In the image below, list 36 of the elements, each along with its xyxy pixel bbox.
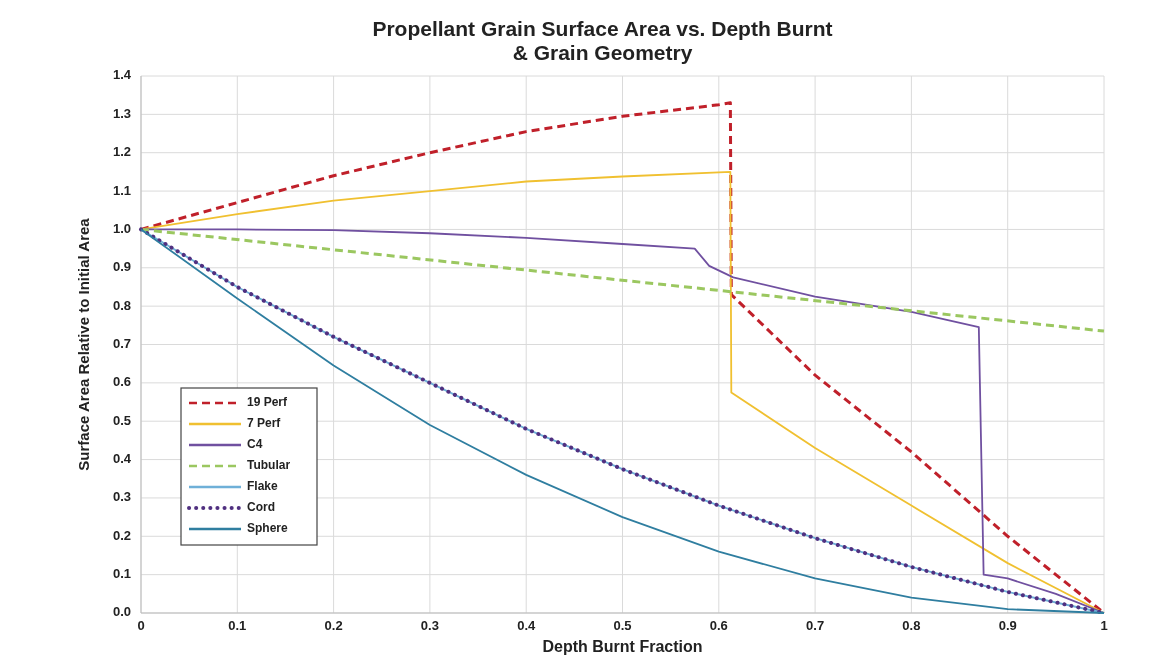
chart-title: Propellant Grain Surface Area vs. Depth Burnt & Grain Geometry [372, 16, 833, 64]
x-tick-label: 0.2 [324, 618, 343, 633]
y-tick-label: 0.8 [112, 297, 131, 313]
x-axis-title: Depth Burnt Fraction [542, 638, 703, 655]
y-tick-label: 1.1 [112, 182, 131, 198]
legend-label: 7 Perf [247, 416, 282, 431]
y-tick-label: 1.0 [112, 220, 131, 236]
y-tick-label: 1.2 [112, 144, 131, 160]
y-tick-label: 1.3 [112, 105, 131, 121]
y-axis-title: Surface Area Relative to Initial Area [75, 217, 92, 471]
x-tick-label: 0.3 [420, 618, 439, 633]
y-tick-label: 0.7 [112, 335, 131, 351]
legend-label: Sphere [247, 521, 289, 536]
x-tick-label: 0.4 [517, 618, 536, 633]
legend-label: Cord [247, 500, 275, 515]
x-tick-label: 0.6 [709, 618, 728, 633]
y-tick-label: 0.5 [112, 412, 131, 428]
x-tick-label: 0.5 [613, 618, 632, 633]
y-tick-label: 0.4 [112, 451, 132, 467]
legend-label: Flake [247, 479, 279, 494]
x-tick-label: 0.9 [998, 618, 1017, 633]
x-tick-label: 0.8 [902, 618, 921, 633]
y-tick-label: 1.4 [112, 67, 132, 83]
y-tick-label: 0.6 [112, 374, 131, 390]
legend-label: Tubular [247, 458, 291, 473]
y-tick-label: 0.2 [112, 527, 131, 543]
y-tick-label: 0.9 [112, 259, 131, 275]
y-tick-label: 0.3 [112, 489, 131, 505]
legend-label: 19 Perf [247, 395, 289, 410]
x-tick-label: 1 [1100, 618, 1108, 633]
x-tick-label: 0.7 [806, 618, 825, 633]
y-tick-label: 0.0 [112, 604, 131, 620]
x-tick-label: 0 [137, 618, 145, 633]
y-tick-label: 0.1 [112, 566, 131, 582]
x-tick-label: 0.1 [228, 618, 247, 633]
legend-label: C4 [247, 437, 263, 452]
